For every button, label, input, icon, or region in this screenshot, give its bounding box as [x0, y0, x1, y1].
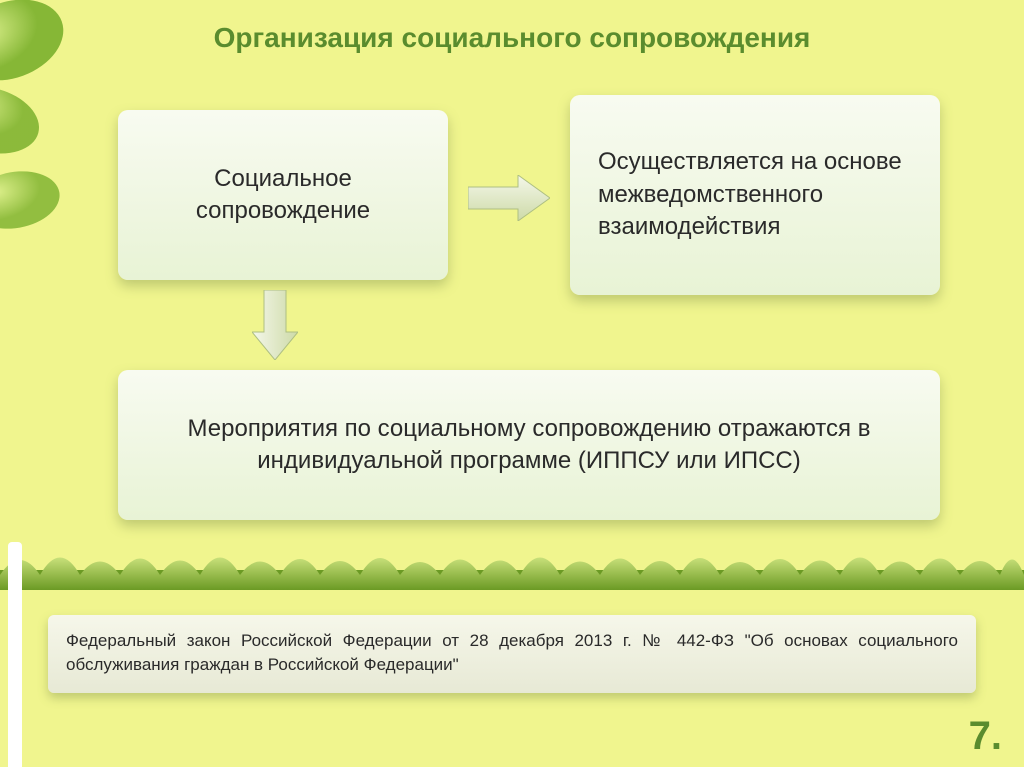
footer-citation: Федеральный закон Российской Федерации о… — [48, 615, 976, 693]
box-interagency: Осуществляется на основе межведомственно… — [570, 95, 940, 295]
box1-text: Социальное сопровождение — [146, 163, 420, 228]
arrow-right-icon — [468, 175, 550, 221]
grass-strip — [0, 540, 1024, 590]
box-activities: Мероприятия по социальному сопровождению… — [118, 370, 940, 520]
white-edge-decoration — [8, 542, 22, 767]
arrow-down-icon — [252, 290, 298, 360]
footer-text: Федеральный закон Российской Федерации о… — [66, 631, 958, 674]
page-number: 7. — [969, 714, 1002, 759]
box2-text: Осуществляется на основе межведомственно… — [598, 146, 912, 243]
box-social-support: Социальное сопровождение — [118, 110, 448, 280]
slide-title: Организация социального сопровождения — [0, 22, 1024, 54]
box3-text: Мероприятия по социальному сопровождению… — [146, 413, 912, 478]
